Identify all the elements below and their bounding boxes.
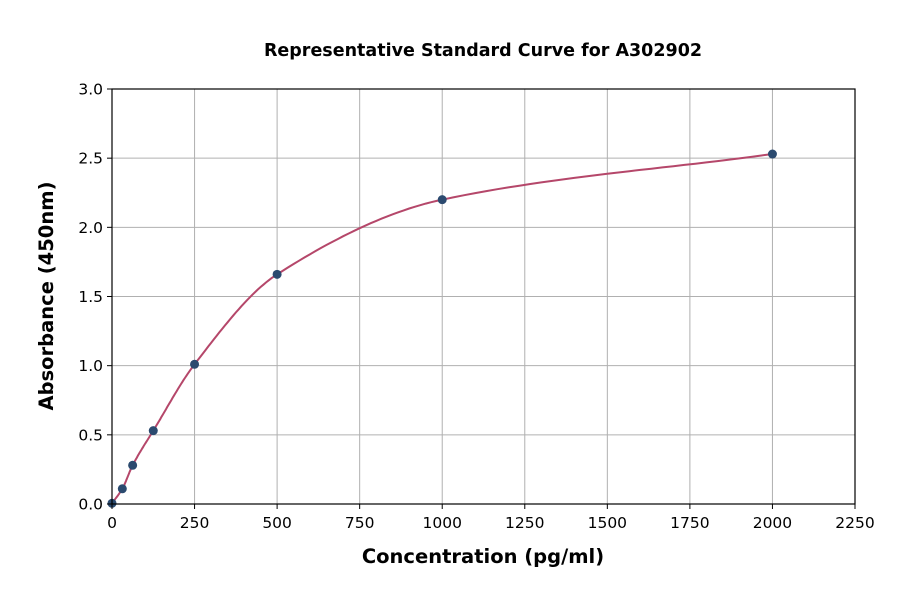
x-tick-label: 0 xyxy=(107,514,117,532)
data-point xyxy=(272,269,282,279)
y-tick-label: 1.5 xyxy=(78,288,103,306)
data-point xyxy=(148,426,158,436)
x-tick-label: 250 xyxy=(180,514,210,532)
data-point xyxy=(128,460,138,470)
x-tick-label: 1000 xyxy=(422,514,461,532)
data-point xyxy=(437,195,447,205)
x-tick-label: 1500 xyxy=(588,514,627,532)
y-tick-label: 1.0 xyxy=(78,357,103,375)
grid xyxy=(111,88,856,505)
data-point xyxy=(117,484,127,494)
y-tick-label: 0.5 xyxy=(78,426,103,444)
data-point xyxy=(190,359,200,369)
x-tick-label: 1750 xyxy=(670,514,709,532)
x-tick-label: 500 xyxy=(262,514,292,532)
y-axis-label: Absorbance (450nm) xyxy=(35,182,58,411)
x-axis-label: Concentration (pg/ml) xyxy=(362,545,604,568)
y-tick-label: 2.5 xyxy=(78,150,103,168)
x-tick-label: 2000 xyxy=(753,514,792,532)
chart-title: Representative Standard Curve for A30290… xyxy=(264,41,702,61)
y-tick-label: 0.0 xyxy=(78,496,103,514)
x-tick-label: 1250 xyxy=(505,514,544,532)
x-tick-label: 2250 xyxy=(835,514,874,532)
x-tick-label: 750 xyxy=(345,514,375,532)
y-tick-label: 2.0 xyxy=(78,219,103,237)
data-point xyxy=(767,149,777,159)
y-tick-label: 3.0 xyxy=(78,81,103,99)
